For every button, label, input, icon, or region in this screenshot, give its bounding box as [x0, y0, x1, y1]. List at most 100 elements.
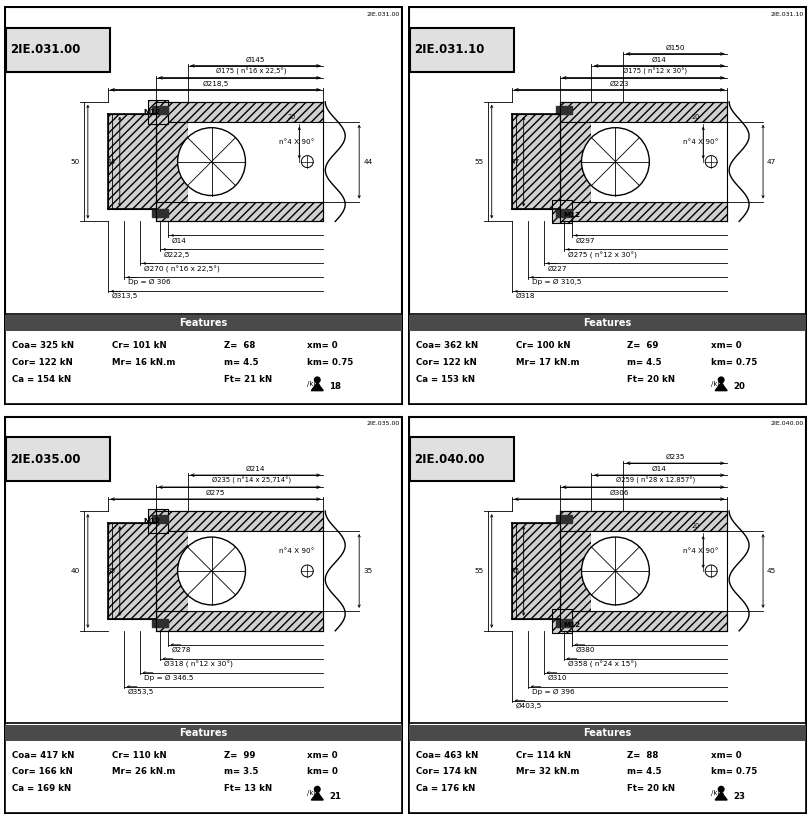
Bar — [148, 509, 168, 533]
Text: xm= 0: xm= 0 — [307, 750, 338, 760]
Circle shape — [581, 537, 650, 605]
Text: Features: Features — [583, 318, 632, 328]
Bar — [5, 315, 402, 331]
Bar — [409, 315, 806, 331]
Text: 44: 44 — [106, 159, 116, 164]
Text: Cor= 174 kN: Cor= 174 kN — [416, 767, 477, 776]
Text: 2IE.031.10: 2IE.031.10 — [414, 44, 484, 57]
Text: M12: M12 — [144, 518, 161, 524]
Text: Cr= 101 kN: Cr= 101 kN — [112, 341, 166, 350]
Text: Dp = Ø 396: Dp = Ø 396 — [532, 689, 574, 695]
Text: Ø310: Ø310 — [547, 675, 567, 681]
Circle shape — [315, 377, 320, 383]
Text: Mr= 26 kN.m: Mr= 26 kN.m — [112, 767, 175, 776]
Text: km= 0.75: km= 0.75 — [711, 767, 757, 776]
Text: Dp = Ø 346.5: Dp = Ø 346.5 — [144, 675, 193, 681]
Circle shape — [719, 377, 724, 383]
Bar — [108, 113, 156, 210]
Text: 2IE.031.00: 2IE.031.00 — [367, 12, 400, 17]
Text: m= 3.5: m= 3.5 — [224, 767, 258, 776]
Polygon shape — [715, 383, 727, 390]
Bar — [560, 122, 591, 201]
Circle shape — [706, 155, 717, 168]
Bar — [560, 102, 727, 122]
Text: km= 0.75: km= 0.75 — [307, 358, 354, 367]
Text: Coa= 417 kN: Coa= 417 kN — [12, 750, 75, 760]
Polygon shape — [556, 106, 572, 113]
Bar — [6, 28, 109, 72]
Circle shape — [706, 565, 717, 577]
Bar — [512, 523, 560, 619]
Text: Ø218,5: Ø218,5 — [202, 81, 229, 86]
Text: 47: 47 — [767, 159, 776, 164]
Text: 35: 35 — [363, 568, 372, 574]
Circle shape — [302, 565, 313, 577]
Text: Ca = 154 kN: Ca = 154 kN — [12, 375, 71, 384]
Text: Ca = 176 kN: Ca = 176 kN — [416, 784, 475, 793]
Text: Cr= 110 kN: Cr= 110 kN — [112, 750, 166, 760]
Text: Ø318: Ø318 — [516, 293, 535, 299]
Text: Ø14: Ø14 — [652, 57, 667, 62]
Bar — [156, 611, 324, 630]
Bar — [591, 531, 727, 611]
Text: 20: 20 — [691, 523, 699, 529]
Text: Mr= 16 kN.m: Mr= 16 kN.m — [112, 358, 175, 367]
Polygon shape — [556, 210, 572, 218]
Text: Mr= 32 kN.m: Mr= 32 kN.m — [516, 767, 579, 776]
Text: /kg\: /kg\ — [711, 790, 724, 796]
Circle shape — [581, 127, 650, 196]
Text: m= 4.5: m= 4.5 — [628, 767, 662, 776]
Text: Z=  68: Z= 68 — [224, 341, 255, 350]
Text: Coa= 463 kN: Coa= 463 kN — [416, 750, 478, 760]
Text: Ø275: Ø275 — [206, 490, 225, 496]
Text: Cr= 114 kN: Cr= 114 kN — [516, 750, 571, 760]
Circle shape — [302, 155, 313, 168]
Text: 45: 45 — [510, 568, 520, 574]
Text: 35: 35 — [106, 568, 116, 574]
Text: Features: Features — [583, 727, 632, 737]
Text: m= 4.5: m= 4.5 — [224, 358, 258, 367]
Text: Ø222,5: Ø222,5 — [164, 252, 190, 257]
Text: Ø380: Ø380 — [576, 647, 595, 653]
Text: Coa= 362 kN: Coa= 362 kN — [416, 341, 478, 350]
Bar — [512, 113, 560, 210]
Bar — [560, 531, 591, 611]
Text: Z=  88: Z= 88 — [628, 750, 659, 760]
Text: Z=  69: Z= 69 — [628, 341, 659, 350]
Text: /kg\: /kg\ — [307, 790, 320, 796]
Bar — [560, 611, 727, 630]
Polygon shape — [152, 210, 168, 218]
Text: Ft= 13 kN: Ft= 13 kN — [224, 784, 272, 793]
Text: Ø403,5: Ø403,5 — [516, 703, 542, 709]
Text: /kg\: /kg\ — [307, 381, 320, 386]
Text: km= 0.75: km= 0.75 — [711, 358, 757, 367]
Bar — [5, 314, 402, 404]
Text: 2IE.035.00: 2IE.035.00 — [367, 422, 400, 427]
Text: m= 4.5: m= 4.5 — [628, 358, 662, 367]
Circle shape — [178, 127, 246, 196]
Text: xm= 0: xm= 0 — [307, 341, 338, 350]
Text: M12: M12 — [564, 621, 581, 628]
Bar — [551, 200, 572, 224]
Text: Ø14: Ø14 — [172, 238, 187, 243]
Polygon shape — [311, 792, 324, 800]
Text: 23: 23 — [733, 792, 745, 801]
Text: 20: 20 — [733, 382, 745, 391]
Text: n°4 X 90°: n°4 X 90° — [279, 139, 315, 145]
Bar — [187, 122, 324, 201]
Text: Ø259 ( n°28 x 12.857°): Ø259 ( n°28 x 12.857°) — [616, 477, 695, 484]
Text: Ø235 ( n°14 x 25,714°): Ø235 ( n°14 x 25,714°) — [212, 477, 291, 484]
Text: 55: 55 — [474, 568, 483, 574]
Text: 20: 20 — [691, 113, 699, 120]
Polygon shape — [152, 106, 168, 113]
Bar — [560, 511, 727, 531]
Text: Ø145: Ø145 — [246, 57, 265, 62]
Text: M12: M12 — [564, 212, 581, 219]
Bar — [410, 28, 513, 72]
Bar — [6, 437, 109, 481]
Polygon shape — [311, 383, 324, 390]
Text: Cor= 122 kN: Cor= 122 kN — [12, 358, 73, 367]
Bar — [156, 201, 324, 221]
Bar — [156, 511, 324, 531]
Text: Ø278: Ø278 — [172, 647, 191, 653]
